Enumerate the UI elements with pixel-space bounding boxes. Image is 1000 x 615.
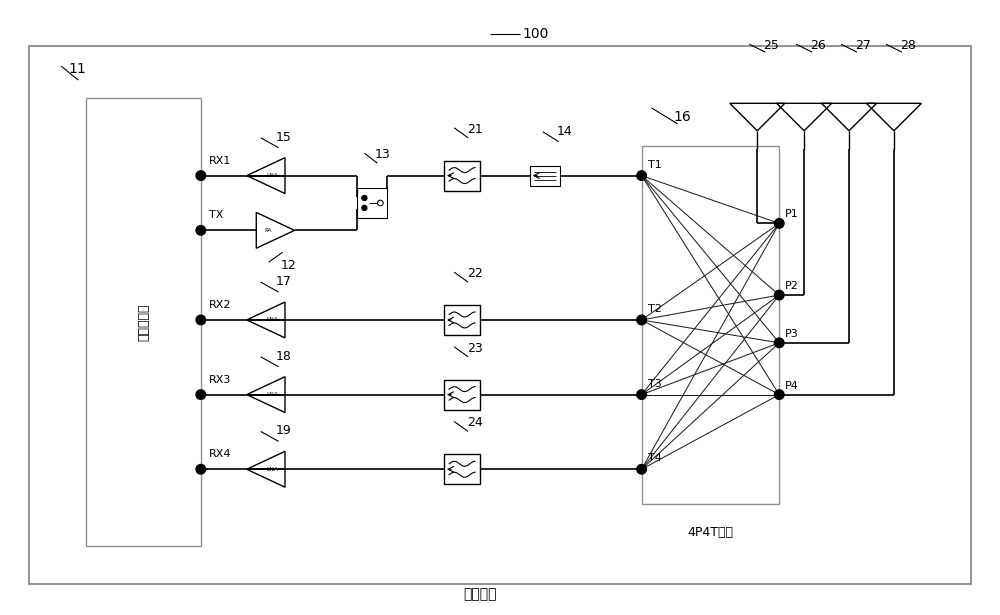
- Bar: [444, 161, 480, 191]
- Text: 24: 24: [467, 416, 483, 429]
- Text: 15: 15: [276, 131, 292, 144]
- Text: 17: 17: [276, 275, 292, 288]
- Text: 4P4T开关: 4P4T开关: [687, 526, 733, 539]
- Text: 11: 11: [68, 62, 86, 76]
- Text: LNA: LNA: [267, 317, 279, 322]
- Text: 19: 19: [276, 424, 291, 437]
- Text: 100: 100: [522, 27, 548, 41]
- Bar: [86, 98, 201, 546]
- Text: 23: 23: [467, 342, 483, 355]
- Text: 18: 18: [276, 350, 292, 363]
- Circle shape: [378, 200, 383, 206]
- Text: P3: P3: [785, 329, 799, 339]
- Bar: [530, 165, 560, 186]
- Text: T4: T4: [648, 453, 661, 463]
- Circle shape: [637, 315, 646, 325]
- Text: 射频电路: 射频电路: [463, 588, 497, 601]
- Text: P2: P2: [785, 281, 799, 291]
- Text: 25: 25: [763, 39, 779, 52]
- Text: 28: 28: [900, 39, 916, 52]
- Text: 27: 27: [855, 39, 871, 52]
- Circle shape: [196, 171, 206, 180]
- Text: P4: P4: [785, 381, 799, 391]
- Circle shape: [774, 390, 784, 399]
- Text: 射频收发器: 射频收发器: [137, 303, 150, 341]
- Circle shape: [196, 390, 206, 399]
- Text: 14: 14: [557, 125, 573, 138]
- Circle shape: [637, 464, 646, 474]
- Bar: [357, 188, 387, 218]
- Text: PA: PA: [264, 228, 271, 233]
- Text: 13: 13: [374, 148, 390, 161]
- Circle shape: [774, 218, 784, 228]
- Circle shape: [362, 196, 367, 200]
- Text: P1: P1: [785, 209, 799, 220]
- Bar: [444, 305, 480, 335]
- Text: 26: 26: [810, 39, 826, 52]
- Circle shape: [637, 390, 646, 399]
- Text: LNA: LNA: [267, 392, 279, 397]
- Circle shape: [774, 290, 784, 300]
- Text: TX: TX: [209, 210, 223, 220]
- Text: T2: T2: [648, 304, 661, 314]
- Bar: [444, 454, 480, 484]
- Circle shape: [196, 226, 206, 235]
- Bar: [642, 146, 779, 504]
- Circle shape: [637, 171, 646, 180]
- Circle shape: [196, 315, 206, 325]
- Text: RX3: RX3: [209, 375, 231, 384]
- Text: RX1: RX1: [209, 156, 231, 165]
- Text: 21: 21: [467, 123, 483, 136]
- Circle shape: [196, 464, 206, 474]
- Text: 12: 12: [281, 259, 296, 272]
- Text: T1: T1: [648, 160, 661, 170]
- Text: T3: T3: [648, 379, 661, 389]
- Text: LNA: LNA: [267, 467, 279, 472]
- Text: 22: 22: [467, 267, 483, 280]
- Text: LNA: LNA: [267, 173, 279, 178]
- Bar: [444, 379, 480, 410]
- Text: RX2: RX2: [209, 300, 231, 310]
- Text: 16: 16: [674, 110, 691, 124]
- Circle shape: [774, 338, 784, 347]
- Circle shape: [362, 205, 367, 210]
- Bar: [29, 46, 971, 584]
- Text: RX4: RX4: [209, 450, 231, 459]
